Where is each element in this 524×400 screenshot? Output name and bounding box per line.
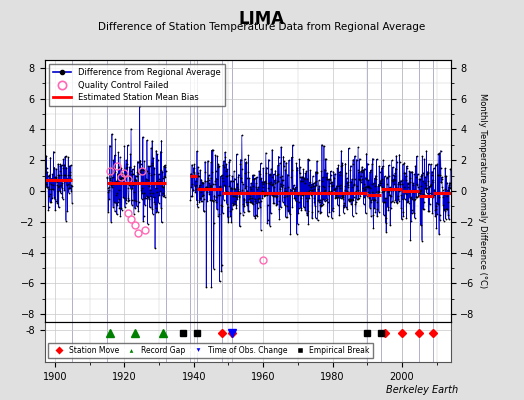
Text: Berkeley Earth: Berkeley Earth (386, 385, 458, 395)
Text: LIMA: LIMA (239, 10, 285, 28)
Legend: Station Move, Record Gap, Time of Obs. Change, Empirical Break: Station Move, Record Gap, Time of Obs. C… (48, 343, 373, 358)
Text: Difference of Station Temperature Data from Regional Average: Difference of Station Temperature Data f… (99, 22, 425, 32)
Legend: Difference from Regional Average, Quality Control Failed, Estimated Station Mean: Difference from Regional Average, Qualit… (49, 64, 225, 106)
Y-axis label: Monthly Temperature Anomaly Difference (°C): Monthly Temperature Anomaly Difference (… (477, 94, 486, 288)
